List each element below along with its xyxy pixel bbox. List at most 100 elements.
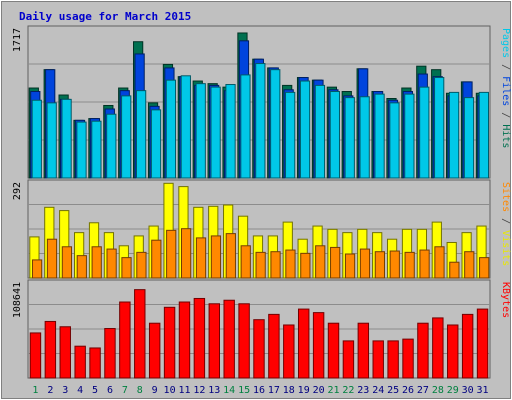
x-tick-label-day-17: 17: [268, 385, 280, 396]
bar-kbytes-day-26: [402, 338, 414, 379]
bar-kbytes-day-20: [312, 312, 325, 379]
bar-kbytes-day-22: [342, 340, 355, 379]
bar-kbytes-day-11: [178, 301, 191, 379]
bar-pages-day-9: [150, 109, 162, 179]
bar-kbytes-day-24: [372, 340, 384, 379]
bar-pages-day-29: [448, 91, 460, 179]
bar-pages-day-2: [46, 102, 57, 179]
bar-sites-day-6: [106, 248, 117, 279]
x-tick-label-day-24: 24: [372, 385, 384, 396]
panel-hits-label-part-3: /: [500, 106, 511, 124]
bar-pages-day-14: [225, 84, 236, 179]
series-kbytes: [29, 289, 489, 379]
bar-pages-day-17: [270, 69, 281, 179]
bar-sites-day-10: [166, 229, 177, 279]
x-tick-label-day-15: 15: [238, 385, 250, 396]
x-tick-label-day-7: 7: [122, 385, 128, 396]
bar-kbytes-day-28: [432, 317, 444, 379]
bar-pages-day-23: [359, 96, 370, 179]
bar-kbytes-day-17: [268, 313, 280, 379]
panel-visits-label-part-1: /: [500, 212, 511, 230]
bar-pages-day-18: [285, 91, 296, 179]
bar-kbytes-day-16: [253, 319, 265, 379]
x-tick-label-day-10: 10: [164, 385, 176, 396]
bar-kbytes-day-2: [44, 320, 57, 379]
bar-pages-day-1: [31, 99, 42, 179]
x-tick-label-day-3: 3: [62, 385, 68, 396]
x-tick-label-day-16: 16: [253, 385, 265, 396]
bar-pages-day-13: [210, 86, 221, 179]
bar-pages-day-15: [240, 74, 251, 179]
bar-sites-day-30: [464, 251, 475, 279]
bar-pages-day-20: [314, 84, 326, 179]
bar-pages-day-12: [195, 83, 206, 179]
x-tick-label-day-1: 1: [32, 385, 38, 396]
bar-kbytes-day-12: [193, 297, 206, 379]
bar-kbytes-day-4: [74, 345, 86, 379]
bar-sites-day-8: [136, 251, 147, 279]
bar-pages-day-22: [344, 97, 355, 179]
bar-sites-day-13: [210, 235, 222, 279]
bar-kbytes-day-9: [148, 322, 161, 379]
x-tick-label-day-14: 14: [223, 385, 235, 396]
bar-kbytes-day-29: [447, 324, 459, 379]
series-sites: [31, 228, 490, 279]
bar-pages-day-24: [374, 93, 385, 179]
bar-pages-day-26: [404, 93, 415, 179]
x-tick-label-day-23: 23: [357, 385, 369, 396]
x-axis-labels: 1 2 3 4 5 6 7 8 9 10 11 12 13 14 15 16 17 18 19 20 21 22 23 24 2…: [32, 385, 488, 396]
bar-kbytes-day-10: [163, 306, 176, 379]
panel-hits-max-label: 1717: [12, 28, 23, 52]
x-tick-label-day-29: 29: [447, 385, 459, 396]
panel-kbytes-series-label: KBytes: [500, 282, 511, 318]
bar-sites-day-31: [479, 257, 490, 279]
bar-kbytes-day-21: [327, 322, 340, 379]
bar-sites-day-20: [315, 245, 326, 279]
panel-visits-label-part-2: Visits: [500, 230, 511, 266]
bar-pages-day-10: [165, 79, 177, 179]
bar-pages-day-8: [136, 90, 147, 179]
bar-sites-day-9: [151, 239, 162, 279]
bar-sites-day-3: [61, 246, 73, 279]
bar-sites-day-17: [270, 251, 281, 279]
bar-kbytes-day-5: [89, 347, 101, 379]
bar-pages-day-5: [91, 120, 102, 179]
x-tick-label-day-21: 21: [327, 385, 339, 396]
panel-visits-series-label: Sites / Visits: [500, 182, 511, 266]
x-tick-label-day-22: 22: [342, 385, 354, 396]
bar-sites-day-21: [330, 246, 341, 279]
x-tick-label-day-12: 12: [193, 385, 205, 396]
bar-sites-day-18: [285, 249, 296, 279]
x-tick-label-day-2: 2: [47, 385, 53, 396]
bar-sites-day-7: [121, 257, 132, 279]
bar-sites-day-27: [419, 249, 430, 279]
bar-sites-day-19: [300, 252, 311, 279]
bar-sites-day-12: [195, 237, 207, 279]
bar-sites-day-26: [404, 251, 415, 279]
bar-pages-day-27: [419, 86, 430, 179]
bar-pages-day-16: [255, 63, 266, 179]
bar-kbytes-day-23: [357, 322, 370, 379]
panel-hits-label-part-0: Pages: [500, 28, 511, 58]
x-tick-label-day-25: 25: [387, 385, 399, 396]
x-tick-label-day-30: 30: [462, 385, 474, 396]
panel-hits-series-label: Pages / Files / Hits: [500, 28, 511, 148]
bar-pages-day-3: [61, 98, 72, 179]
panel-kbytes-label-part-0: KBytes: [500, 282, 511, 318]
bar-kbytes-day-3: [59, 326, 71, 379]
panel-visits-label-part-0: Sites: [500, 182, 511, 212]
bar-sites-day-1: [31, 259, 43, 279]
x-tick-label-day-5: 5: [92, 385, 98, 396]
x-tick-label-day-9: 9: [152, 385, 158, 396]
bar-sites-day-5: [91, 246, 102, 279]
bar-kbytes-day-31: [476, 308, 489, 379]
bar-kbytes-day-15: [238, 303, 250, 379]
bar-pages-day-21: [329, 91, 340, 179]
x-tick-label-day-20: 20: [313, 385, 325, 396]
x-tick-label-day-13: 13: [208, 385, 220, 396]
bar-sites-day-2: [46, 238, 58, 279]
bar-pages-day-30: [463, 97, 475, 179]
panel-kbytes-max-label: 108641: [12, 282, 23, 318]
bar-sites-day-29: [449, 261, 460, 279]
